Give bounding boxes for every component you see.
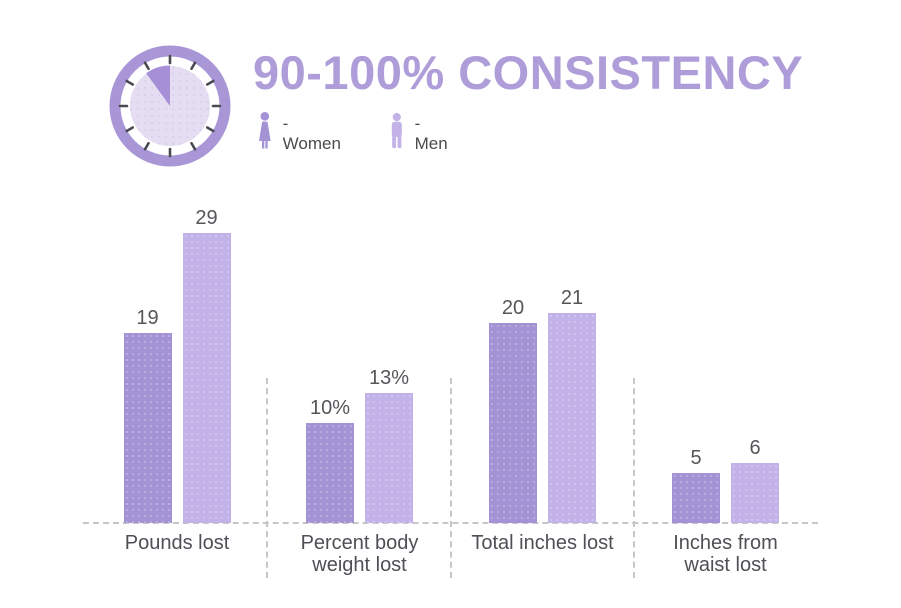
- group-divider: [633, 378, 635, 578]
- man-icon: [391, 113, 402, 149]
- clock-ticks: [118, 54, 222, 158]
- group-divider: [450, 378, 452, 578]
- bar-men-group3: [548, 313, 596, 523]
- clock-wedge-icon: [146, 65, 170, 106]
- bar-men-group1: [182, 233, 231, 523]
- group-divider: [266, 378, 268, 578]
- category-label-group2: Percent body weight lost: [300, 532, 419, 576]
- value-label-men-group4: 6: [749, 437, 761, 459]
- bar-men-group2: [365, 393, 413, 523]
- bar-women-group4: [672, 473, 720, 523]
- value-label-women-group3: 20: [501, 297, 525, 319]
- value-label-women-group4: 5: [690, 447, 702, 469]
- category-label-group1: Pounds lost: [124, 532, 230, 554]
- legend-label-men: - Men: [414, 113, 448, 153]
- value-label-men-group3: 21: [560, 287, 584, 309]
- value-label-women-group1: 19: [136, 307, 159, 329]
- clock-icon: [109, 45, 231, 167]
- bar-men-group4: [731, 463, 779, 523]
- bar-women-group1: [123, 333, 172, 523]
- woman-icon: [259, 111, 271, 149]
- page-title: 90-100% CONSISTENCY: [253, 46, 804, 99]
- legend-label-women: - Women: [282, 113, 341, 153]
- bar-women-group3: [489, 323, 537, 523]
- category-label-group4: Inches from waist lost: [673, 532, 778, 576]
- value-label-men-group1: 29: [195, 207, 218, 229]
- bar-women-group2: [306, 423, 354, 523]
- value-label-women-group2: 10%: [309, 397, 351, 419]
- value-label-men-group2: 13%: [368, 367, 410, 389]
- legend-item-men: - Men: [388, 109, 451, 158]
- legend-item-women: - Women: [256, 109, 343, 158]
- category-label-group3: Total inches lost: [471, 532, 614, 554]
